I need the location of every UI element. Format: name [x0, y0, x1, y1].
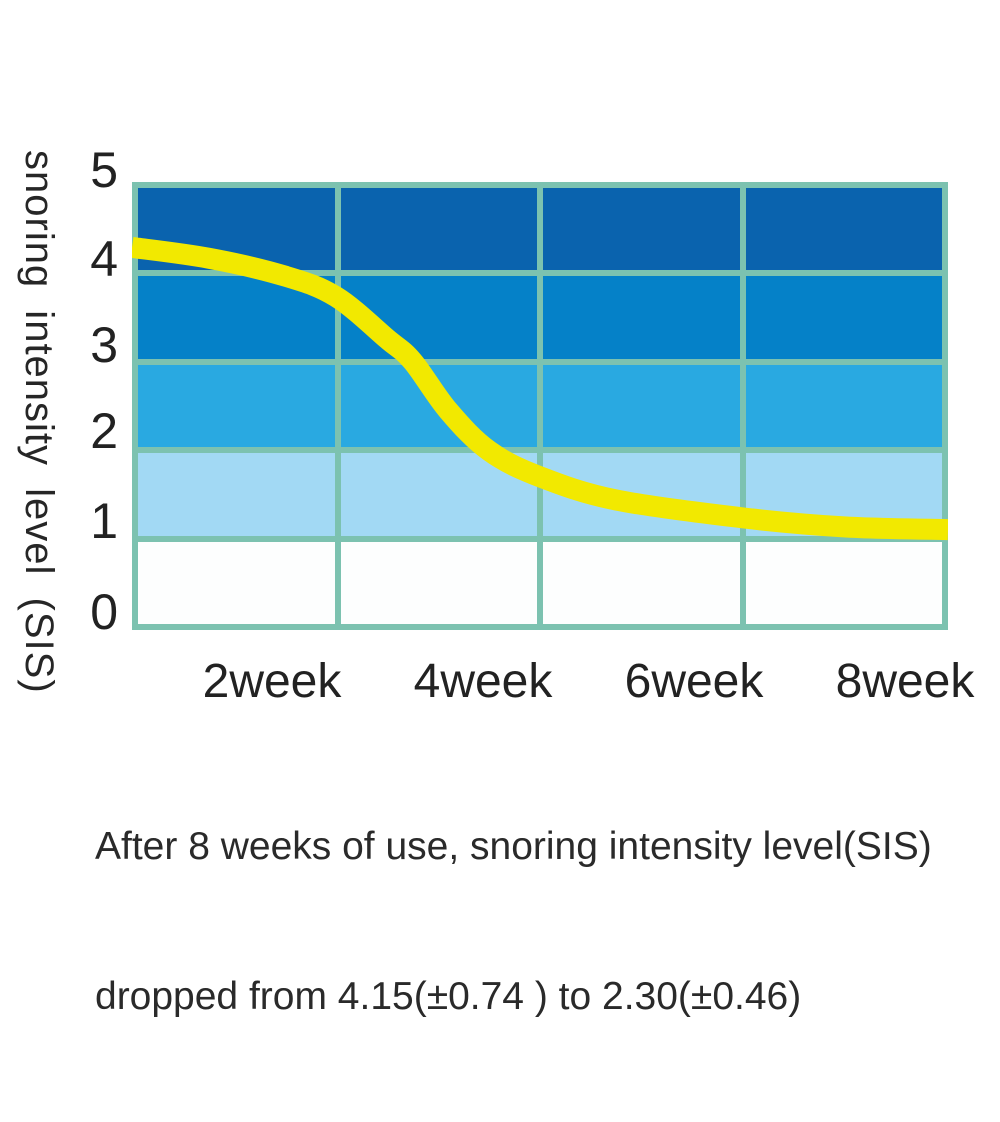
grid-cell [543, 364, 740, 448]
grid-cell [745, 364, 942, 448]
grid-cell [745, 276, 942, 359]
caption-line-1: After 8 weeks of use, snoring intensity … [95, 825, 932, 868]
grid-cell [138, 188, 335, 271]
grid-cell [543, 453, 740, 536]
grid-cell [340, 276, 537, 359]
y-tick-3: 3 [90, 317, 118, 373]
plot-area-grid [132, 182, 948, 630]
grid-cell [138, 541, 335, 624]
grid-cell [543, 276, 740, 359]
y-tick-1: 1 [90, 493, 118, 549]
chart-caption: After 8 weeks of use, snoring intensity … [95, 722, 932, 1122]
grid-cell [138, 453, 335, 536]
grid-cell [543, 541, 740, 624]
x-tick-8week: 8week [835, 655, 975, 708]
y-axis-label: snoring intensity level (SIS) [17, 150, 61, 694]
y-tick-2: 2 [90, 403, 118, 459]
grid-cell [543, 188, 740, 271]
grid-cell [745, 188, 942, 271]
grid-cell [138, 276, 335, 359]
grid-cell [745, 453, 942, 536]
y-tick-5: 5 [90, 142, 118, 198]
y-tick-4: 4 [90, 231, 118, 287]
grid-cell [340, 364, 537, 448]
grid-cell [745, 541, 942, 624]
grid-cell [340, 453, 537, 536]
snoring-intensity-chart: snoring intensity level (SIS) 5 4 3 2 1 … [17, 142, 975, 1018]
y-tick-0: 0 [90, 584, 118, 640]
x-tick-6week: 6week [624, 655, 764, 708]
x-tick-4week: 4week [413, 655, 553, 708]
grid-cell [340, 188, 537, 271]
caption-line-2: dropped from 4.15(±0.74 ) to 2.30(±0.46) [95, 975, 802, 1018]
x-tick-2week: 2week [202, 655, 342, 708]
grid-cell [138, 364, 335, 448]
grid-cell [340, 541, 537, 624]
